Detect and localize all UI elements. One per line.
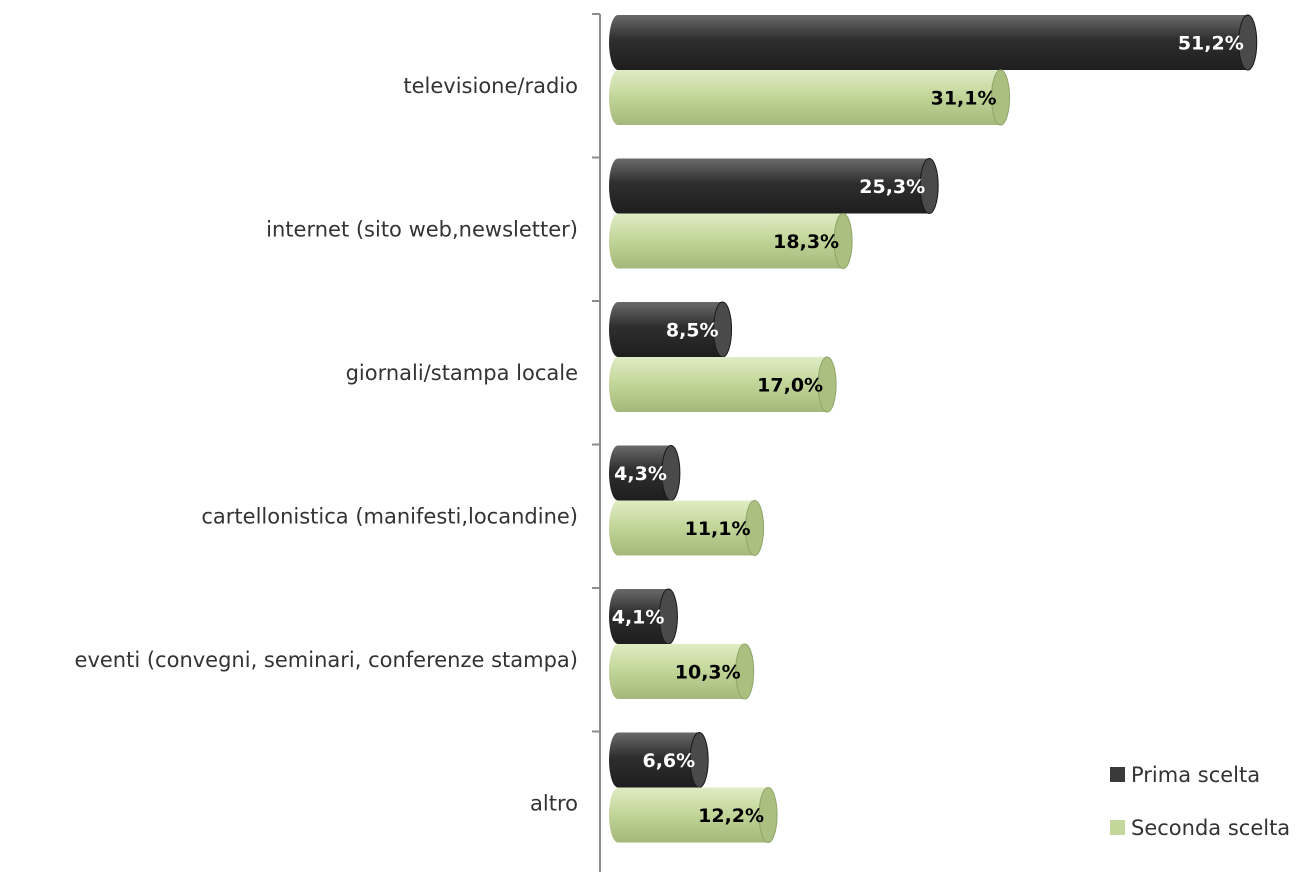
bar-seconda-scelta [609,356,837,413]
bar-prima-scelta [609,158,939,214]
data-label-prima-scelta: 6,6% [642,750,695,772]
data-label-prima-scelta: 4,1% [612,607,665,629]
bar-seconda-scelta [609,643,755,700]
bar-prima-scelta [609,588,678,645]
category-label: televisione/radio [403,74,578,98]
category-label: giornali/stampa locale [346,361,578,385]
bar-seconda-scelta [609,213,853,269]
category-label: internet (sito web,newsletter) [266,217,578,241]
bar-seconda-scelta [609,69,1011,126]
legend-swatch [1110,767,1125,782]
data-label-seconda-scelta: 17,0% [757,375,823,397]
data-label-prima-scelta: 4,3% [614,463,667,485]
data-label-prima-scelta: 8,5% [666,320,719,342]
data-label-seconda-scelta: 10,3% [675,662,741,684]
data-label-prima-scelta: 25,3% [859,176,925,198]
data-label-prima-scelta: 51,2% [1178,33,1244,55]
bar-prima-scelta [609,301,733,358]
legend-label: Prima scelta [1131,763,1260,787]
bar-seconda-scelta [609,787,778,843]
category-label: altro [530,791,578,815]
bar-prima-scelta [609,732,709,788]
category-label: eventi (convegni, seminari, conferenze s… [75,648,578,672]
legend-label: Seconda scelta [1131,816,1290,840]
category-label: cartellonistica (manifesti,locandine) [201,504,578,528]
legend-swatch [1110,820,1125,835]
data-label-seconda-scelta: 31,1% [931,88,997,110]
bar-prima-scelta [609,14,1258,71]
bar-seconda-scelta [609,500,765,556]
legend: Prima scelta Seconda scelta [1110,763,1290,840]
data-label-seconda-scelta: 12,2% [698,805,764,827]
bar-prima-scelta [609,445,681,501]
data-label-seconda-scelta: 18,3% [773,231,839,253]
data-label-seconda-scelta: 11,1% [685,518,751,540]
